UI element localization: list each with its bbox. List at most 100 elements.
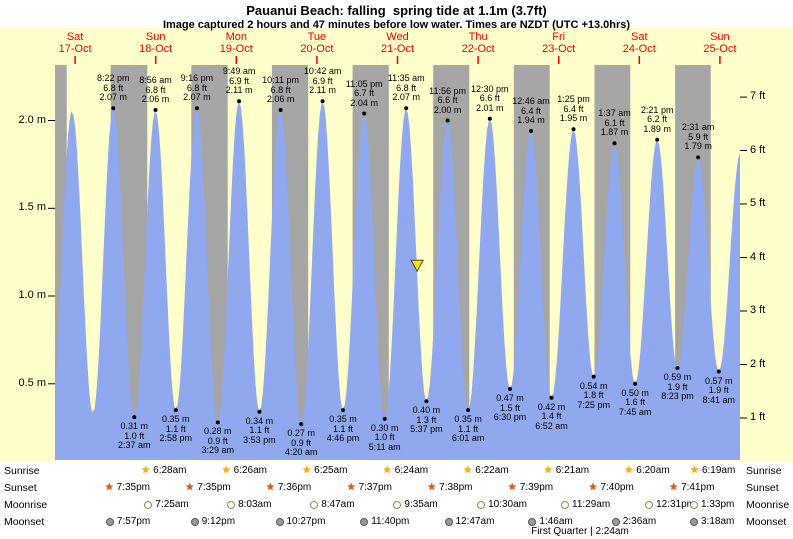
low-tide-label: 0.35 m 1.1 ft 4:46 pm [326,414,360,444]
sunrise-entry: ★ 6:19am [690,464,735,478]
moon-phase-note: First Quarter | 2:24am [531,526,629,537]
sunset-time: 7:41pm [681,482,715,493]
metre-axis-label: 2.0 m [18,113,46,126]
tide-extreme-dot [591,374,596,379]
moonset-entry: 3:18am [690,515,734,529]
high-tide-label: 1:37 am 6.1 ft 1.87 m [598,108,631,138]
sunrise-entry: ★ 6:22am [463,464,508,478]
moonset-circle-icon [360,518,369,526]
sunrise-star-icon: ★ [382,465,392,476]
sunset-star-icon: ★ [669,482,679,493]
sunset-time: 7:35pm [197,482,231,493]
tide-extreme-dot [404,106,409,111]
day-label: Mon 19-Oct [204,31,268,55]
tide-extreme-dot [341,408,345,413]
moonrise-time: 8:47am [321,499,355,510]
moonset-circle-icon [190,518,199,526]
moonset-time: 2:36am [622,516,657,527]
high-tide-label: 12:46 am 6.4 ft 1.94 m [512,96,550,125]
sunrise-time: 6:22am [475,465,509,476]
day-name: Sat [631,31,648,43]
sunrise-star-icon: ★ [302,465,312,476]
tide-extreme-dot [529,129,533,133]
tide-extreme-dot [237,99,242,104]
low-tide-label: 0.34 m 1.1 ft 3:53 pm [243,415,276,445]
day-date: 19-Oct [219,43,253,55]
moonset-circle-icon [528,518,537,526]
sunset-time: 7:39pm [519,482,554,493]
sunset-star-icon: ★ [588,482,598,493]
moonrise-circle-icon [393,501,402,509]
sunset-star-icon: ★ [346,482,356,493]
sunset-entry: ★ 7:41pm [669,481,714,495]
moonrise-time: 10:30am [488,499,528,510]
moonset-time: 10:27pm [286,516,326,527]
high-tide-label: 9:16 pm 6.8 ft 2.07 m [180,73,214,103]
sunset-time: 7:40pm [600,482,634,493]
tide-extreme-dot [424,399,429,404]
sunset-star-icon: ★ [507,482,517,493]
moonset-entry: 12:47am [444,515,495,529]
moonrise-time: 1:33pm [701,499,735,510]
moonset-entry: 2:36am [611,515,657,529]
tide-extreme-dot [508,387,512,391]
sunset-star-icon: ★ [104,482,114,493]
day-date: 25-Oct [703,43,737,55]
low-tide-label: 0.40 m 1.3 ft 5:37 pm [410,405,443,435]
tide-extreme-dot [257,409,262,414]
day-date: 24-Oct [622,43,656,55]
sunrise-time: 6:24am [394,465,429,476]
moonrise-row-label-left: Moonrise [4,499,48,511]
high-tide-label: 10:42 am 6.9 ft 2.11 m [303,66,342,96]
moonset-time: 12:47am [455,516,495,527]
sunrise-row-label-left: Sunrise [4,465,40,477]
tide-extreme-dot [445,118,450,123]
low-tide-label: 0.28 m 0.9 ft 3:29 am [201,426,235,456]
tide-extreme-dot [111,106,116,111]
tide-extreme-dot [696,155,701,160]
day-name: Wed [386,31,409,43]
day-date: 23-Oct [542,43,576,55]
tide-extreme-dot [612,141,617,146]
metre-axis-label: 0.5 m [18,376,46,389]
moonrise-time: 8:03am [238,499,272,510]
sunset-time: 7:38pm [439,482,473,493]
moonset-time: 1:46am [539,516,573,527]
day-label: Sat 24-Oct [607,31,671,55]
chart-title: Pauanui Beach: falling spring tide at 1.… [246,3,547,18]
sunset-star-icon: ★ [427,482,437,493]
sunset-star-icon: ★ [185,482,195,493]
feet-axis-label: 1 ft [750,411,766,423]
sunset-entry: ★ 7:36pm [266,481,311,495]
low-tide-label: 0.42 m 1.4 ft 6:52 am [535,401,568,431]
tide-extreme-dot [571,127,576,132]
sunset-entry: ★ 7:35pm [185,481,230,495]
sunrise-entry: ★ 6:20am [624,464,669,478]
tide-extreme-dot [466,408,471,413]
tide-extreme-dot [382,416,387,421]
sunset-row-label-left: Sunset [4,482,37,494]
sunset-star-icon: ★ [265,482,275,493]
moonrise-circle-icon [227,501,236,509]
moonset-row-label-left: Moonset [4,516,45,528]
feet-axis-label: 3 ft [750,304,766,316]
day-name: Fri [552,31,566,43]
sunset-entry: ★ 7:37pm [347,481,392,495]
moonrise-entry: 8:03am [227,498,271,512]
high-tide-label: 8:22 pm 6.8 ft 2.07 m [97,73,130,103]
moonset-entry: 7:57pm [105,515,150,529]
sunrise-star-icon: ★ [141,465,151,476]
sunrise-star-icon: ★ [690,465,699,476]
chart-subtitle: Image captured 2 hours and 47 minutes be… [162,19,631,31]
high-tide-label: 1:25 pm 6.4 ft 1.95 m [557,94,590,124]
moonset-entry: 1:46am [528,515,573,529]
day-label: Sun 18-Oct [124,31,188,55]
day-name: Sun [145,31,166,43]
sunset-entry: ★ 7:39pm [508,481,553,495]
day-label: Sun 25-Oct [688,31,752,55]
sunrise-entry: ★ 6:24am [383,464,428,478]
sunrise-entry: ★ 6:28am [141,464,186,478]
sunrise-time: 6:26am [233,465,268,476]
day-date: 21-Oct [380,43,414,55]
